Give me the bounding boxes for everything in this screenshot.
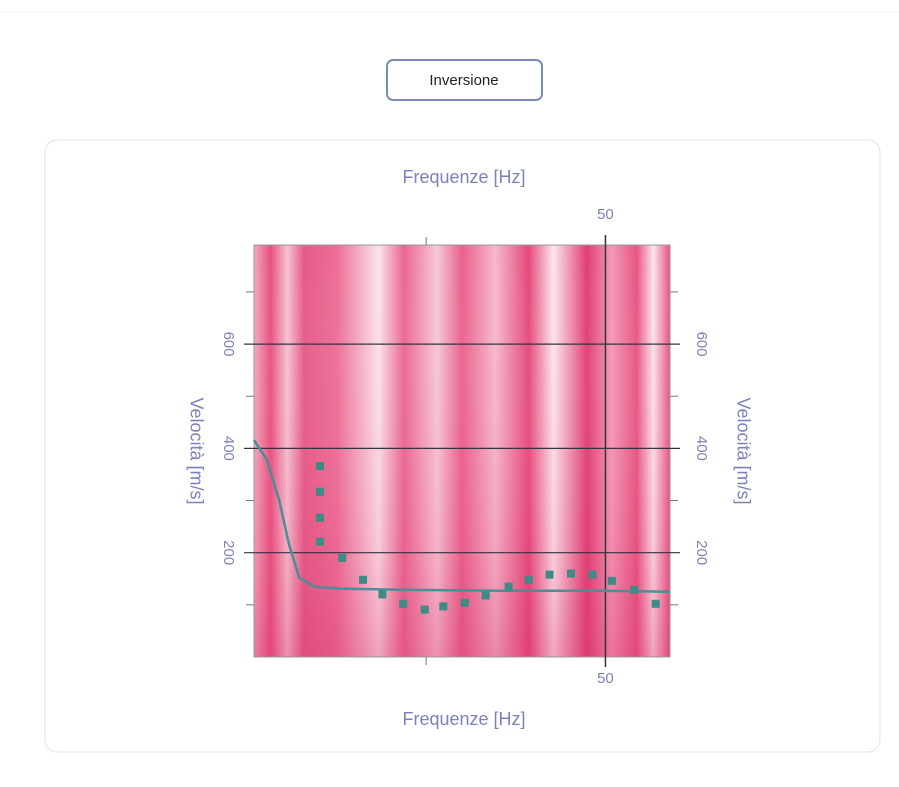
picked-point — [567, 570, 575, 578]
y-tick-label: 400 — [220, 436, 237, 461]
picked-point — [421, 606, 429, 614]
picked-point — [338, 554, 346, 562]
picked-point — [461, 599, 469, 607]
picked-point — [482, 591, 490, 599]
picked-point — [359, 576, 367, 584]
y-tick-label: 400 — [693, 436, 710, 461]
picked-point — [630, 586, 638, 594]
picked-point — [546, 571, 554, 579]
heatmap-shade — [254, 245, 670, 657]
picked-point — [652, 600, 660, 608]
y-tick-label: 600 — [220, 332, 237, 357]
picked-point — [439, 602, 447, 610]
picked-point — [316, 538, 324, 546]
x-tick-label: 50 — [597, 206, 614, 223]
y-tick-label: 200 — [693, 540, 710, 565]
button-label[interactable]: Inversione — [429, 72, 498, 89]
picked-point — [505, 583, 513, 591]
x-axis-title-top: Frequenze [Hz] — [402, 167, 525, 187]
y-tick-label: 200 — [220, 540, 237, 565]
picked-point — [378, 590, 386, 598]
picked-point — [525, 576, 533, 584]
picked-point — [316, 514, 324, 522]
x-tick-label: 50 — [597, 670, 614, 687]
screen: Inversione Frequenze [Hz] Frequenze [Hz]… — [0, 0, 899, 782]
y-axis-title-right: Velocità [m/s] — [733, 397, 753, 504]
x-axis-title: Frequenze [Hz] — [402, 709, 525, 729]
inversione-button[interactable]: Inversione — [387, 60, 542, 100]
y-tick-label: 600 — [693, 332, 710, 357]
y-axis-title: Velocità [m/s] — [186, 397, 206, 504]
picked-point — [399, 600, 407, 608]
picked-point — [589, 571, 597, 579]
page: Inversione Frequenze [Hz] Frequenze [Hz]… — [0, 0, 899, 782]
picked-point — [316, 488, 324, 496]
picked-point — [316, 462, 324, 470]
picked-point — [608, 577, 616, 585]
